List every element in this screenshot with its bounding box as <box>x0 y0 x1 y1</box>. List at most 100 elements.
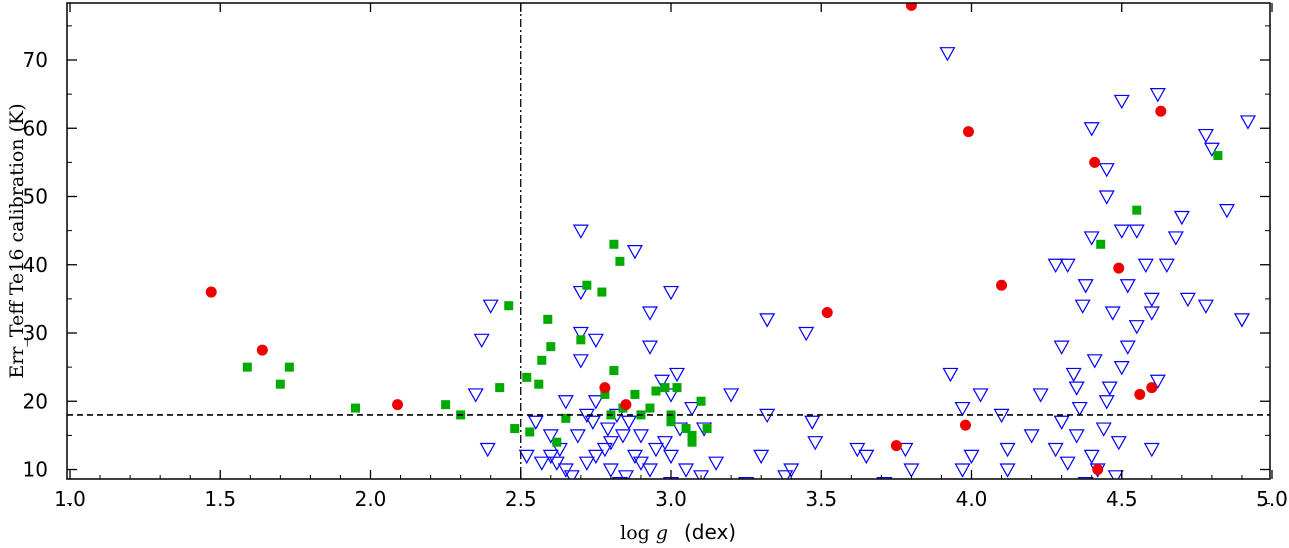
triangle-point <box>602 463 619 478</box>
triangle-point <box>1047 258 1064 273</box>
triangle-point <box>738 477 755 479</box>
x-tick-label: 4.5 <box>1106 487 1138 511</box>
triangle-point <box>620 415 637 430</box>
x-tick-label: 1.0 <box>54 487 86 511</box>
triangle-point <box>1113 224 1130 239</box>
circle-point <box>599 382 611 394</box>
triangle-point <box>563 470 580 479</box>
triangle-point <box>1149 88 1166 103</box>
square-point <box>350 403 360 413</box>
triangle-point <box>942 367 959 383</box>
triangle-point <box>587 333 604 349</box>
triangle-point <box>632 429 649 444</box>
triangle-point <box>678 463 695 478</box>
triangle-series <box>467 47 1256 479</box>
triangle-point <box>1083 122 1100 137</box>
triangle-point <box>647 442 664 458</box>
circle-point <box>962 126 974 138</box>
triangle-point <box>479 442 496 458</box>
circle-point <box>1155 105 1167 117</box>
square-point <box>537 355 547 365</box>
circle-point <box>256 344 268 356</box>
triangle-point <box>1149 374 1166 390</box>
triangle-point <box>1107 470 1124 479</box>
triangle-point <box>807 436 824 451</box>
square-point <box>495 383 505 393</box>
square-point <box>504 301 514 311</box>
square-point <box>696 396 706 406</box>
x-tick-label: 2.0 <box>355 487 387 511</box>
triangle-point <box>1068 381 1085 396</box>
triangle-point <box>596 442 613 458</box>
triangle-point <box>1083 449 1100 465</box>
reference-lines <box>67 3 1270 479</box>
triangle-point <box>684 401 701 417</box>
circle-point <box>890 440 902 452</box>
triangle-point <box>1086 354 1103 369</box>
triangle-point <box>1143 442 1160 458</box>
triangle-point <box>939 47 956 62</box>
square-point <box>609 366 619 376</box>
triangle-point <box>804 415 821 430</box>
x-axis-unit: (dex) <box>684 520 736 544</box>
triangle-point <box>557 395 574 410</box>
square-point <box>561 413 571 423</box>
triangle-point <box>897 442 914 458</box>
circle-series <box>205 3 1167 475</box>
y-axis: 10 20 30 40 50 60 70 <box>23 25 1270 505</box>
y-tick-label: 40 <box>23 253 48 277</box>
square-point <box>510 424 520 434</box>
triangle-point <box>527 415 544 430</box>
triangle-point <box>1077 279 1094 294</box>
triangle-point <box>1065 367 1082 383</box>
square-point <box>1132 205 1142 215</box>
triangle-point <box>641 340 658 355</box>
triangle-point <box>1143 306 1160 321</box>
triangle-point <box>759 313 776 328</box>
circle-point <box>1089 156 1101 168</box>
circle-point <box>1146 382 1158 394</box>
x-axis: 1.0 1.5 2.0 2.5 3.0 3.5 4.0 4.5 5.0 <box>54 3 1288 511</box>
triangle-point <box>723 388 740 403</box>
square-point <box>522 372 532 382</box>
triangle-point <box>1053 340 1070 355</box>
triangle-point <box>1023 429 1040 444</box>
triangle-point <box>954 401 971 417</box>
triangle-point <box>1137 258 1154 273</box>
square-point <box>600 389 610 399</box>
triangle-point <box>1059 258 1076 273</box>
square-point <box>645 403 655 413</box>
triangle-point <box>1119 340 1136 355</box>
triangle-point <box>798 326 815 342</box>
y-tick-label: 70 <box>23 48 48 72</box>
plot-frame <box>66 2 1271 480</box>
triangle-point <box>1110 436 1127 451</box>
triangle-point <box>542 429 559 444</box>
y-tick-label: 60 <box>23 116 48 140</box>
triangle-point <box>903 463 920 478</box>
triangle-point <box>626 449 643 465</box>
triangle-point <box>999 442 1016 458</box>
triangle-point <box>1077 477 1094 479</box>
triangle-point <box>1113 361 1130 376</box>
triangle-point <box>1068 429 1085 444</box>
circle-point <box>959 419 971 431</box>
x-tick-label: 4.0 <box>956 487 988 511</box>
triangle-point <box>1098 163 1115 178</box>
triangle-point <box>1119 279 1136 294</box>
triangle-point <box>1071 401 1088 417</box>
triangle-point <box>1047 442 1064 458</box>
y-tick-label: 20 <box>23 389 48 413</box>
x-axis-title: log g <box>620 522 668 544</box>
triangle-point <box>653 374 671 390</box>
x-tick-label: 5.0 <box>1256 487 1288 511</box>
square-point <box>660 383 670 393</box>
triangle-point <box>482 299 499 314</box>
triangle-point <box>1074 299 1091 314</box>
square-point <box>534 379 544 389</box>
triangle-point <box>1158 258 1175 273</box>
triangle-point <box>662 388 680 403</box>
square-point <box>681 424 691 434</box>
triangle-point <box>999 463 1016 478</box>
